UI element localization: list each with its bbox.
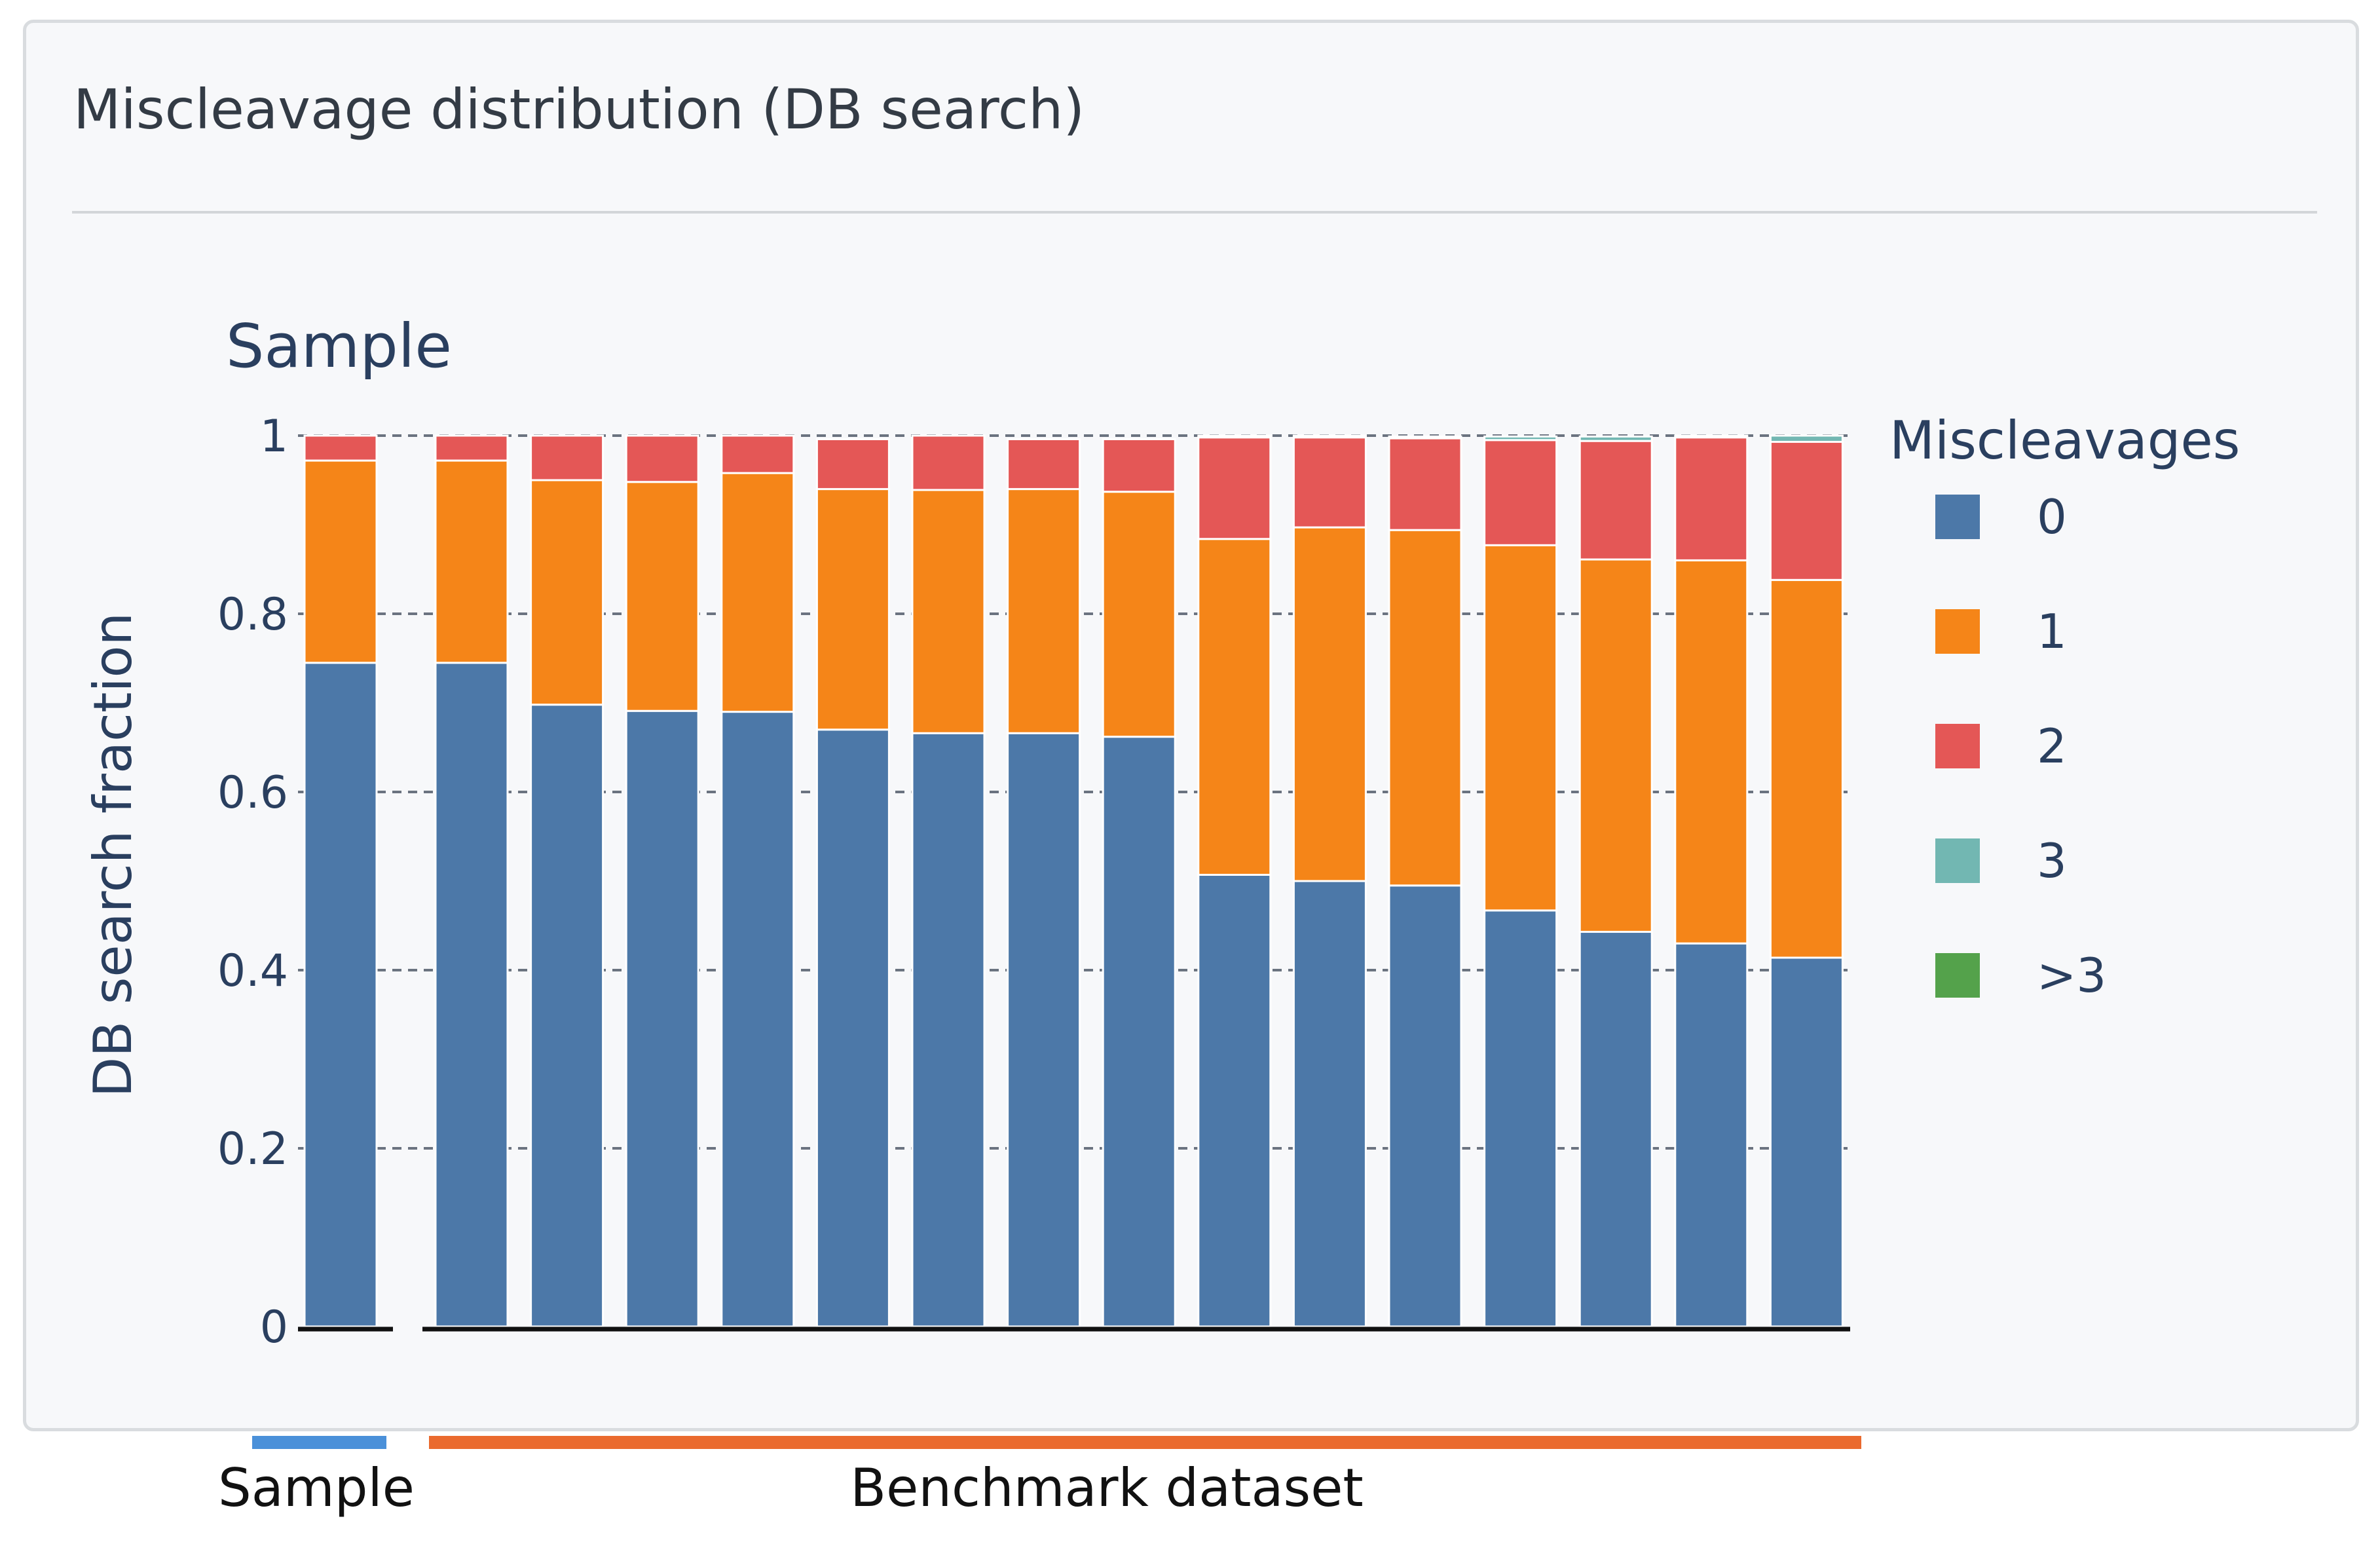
bar-9-series-2[interactable]: [1197, 436, 1272, 540]
bar-0-series-0[interactable]: [303, 662, 378, 1328]
bar-14-series-2[interactable]: [1674, 436, 1749, 561]
legend-title: Miscleavages: [1889, 410, 2240, 471]
bar-8-series-2[interactable]: [1102, 438, 1176, 493]
y-tick-label-4: 0.8: [217, 589, 288, 641]
y-tick-label-3: 0.6: [217, 767, 288, 819]
group-bar-1: [429, 1436, 1861, 1449]
bar-8-series-1[interactable]: [1102, 491, 1176, 738]
panel-divider: [72, 211, 2317, 214]
legend-label-2[interactable]: 2: [2037, 719, 2067, 774]
legend-swatch-0[interactable]: [1935, 495, 1980, 539]
y-axis-label: DB search fraction: [83, 612, 143, 1097]
bar-10-series-2[interactable]: [1292, 436, 1367, 529]
legend-swatch-3[interactable]: [1935, 838, 1980, 883]
bar-15-series-1[interactable]: [1769, 578, 1844, 959]
bar-15-series-2[interactable]: [1769, 441, 1844, 581]
bar-9-series-0[interactable]: [1197, 873, 1272, 1328]
bar-10-series-1[interactable]: [1292, 526, 1367, 882]
bar-5-series-0[interactable]: [815, 728, 890, 1328]
bar-5-series-2[interactable]: [815, 438, 890, 491]
group-label-1: Benchmark dataset: [850, 1458, 1364, 1518]
bar-10-series-3[interactable]: [1292, 434, 1367, 439]
bar-stack-area: [303, 434, 1844, 1328]
group-bar-0: [252, 1436, 386, 1449]
legend-swatch-2[interactable]: [1935, 724, 1980, 768]
bar-11-series-0[interactable]: [1388, 884, 1462, 1328]
legend-label-3[interactable]: 3: [2037, 833, 2067, 888]
bar-6-series-0[interactable]: [911, 732, 986, 1328]
bar-7-series-1[interactable]: [1007, 488, 1081, 734]
bar-7-series-0[interactable]: [1007, 732, 1081, 1328]
legend-label-1[interactable]: 1: [2037, 604, 2067, 659]
group-label-0: Sample: [218, 1458, 415, 1518]
bar-7-series-2[interactable]: [1007, 438, 1081, 491]
bar-4-series-0[interactable]: [720, 711, 795, 1328]
bar-13-series-2[interactable]: [1578, 440, 1653, 561]
bar-12-series-3[interactable]: [1483, 435, 1558, 442]
y-tick-label-2: 0.4: [217, 945, 288, 997]
bar-4-series-1[interactable]: [720, 472, 795, 713]
panel-title: Miscleavage distribution (DB search): [73, 77, 1085, 141]
bar-11-series-2[interactable]: [1388, 437, 1462, 531]
bar-3-series-2[interactable]: [625, 434, 699, 483]
bar-15-series-0[interactable]: [1769, 956, 1844, 1328]
bar-15-series-3[interactable]: [1769, 434, 1844, 443]
legend[interactable]: Miscleavages 0 1 2 3 >3: [1889, 410, 2240, 1003]
bar-12-series-1[interactable]: [1483, 544, 1558, 912]
bar-4-series-2[interactable]: [720, 434, 795, 474]
chart-title: Sample: [226, 311, 452, 381]
bar-12-series-0[interactable]: [1483, 909, 1558, 1328]
bar-0-series-1[interactable]: [303, 459, 378, 664]
bar-1-series-0[interactable]: [434, 662, 509, 1328]
bar-9-series-3[interactable]: [1197, 434, 1272, 439]
bar-14-series-0[interactable]: [1674, 942, 1749, 1328]
bar-14-series-1[interactable]: [1674, 559, 1749, 945]
bar-12-series-2[interactable]: [1483, 439, 1558, 546]
bar-11-series-1[interactable]: [1388, 529, 1462, 887]
bar-2-series-0[interactable]: [530, 704, 604, 1328]
legend-label-0[interactable]: 0: [2037, 489, 2067, 544]
bar-1-series-1[interactable]: [434, 459, 509, 664]
y-tick-label-0: 0: [260, 1302, 288, 1353]
bar-10-series-0[interactable]: [1292, 880, 1367, 1328]
bar-6-series-2[interactable]: [911, 434, 986, 491]
bar-3-series-1[interactable]: [625, 481, 699, 712]
bar-8-series-0[interactable]: [1102, 736, 1176, 1328]
bar-14-series-3[interactable]: [1674, 434, 1749, 439]
y-tick-label-1: 0.2: [217, 1123, 288, 1175]
bar-3-series-0[interactable]: [625, 709, 699, 1328]
bar-13-series-3[interactable]: [1578, 435, 1653, 442]
legend-swatch-4[interactable]: [1935, 953, 1980, 998]
bar-2-series-1[interactable]: [530, 479, 604, 706]
legend-swatch-1[interactable]: [1935, 609, 1980, 654]
bar-9-series-1[interactable]: [1197, 538, 1272, 876]
bar-13-series-0[interactable]: [1578, 931, 1653, 1328]
y-tick-label-5: 1: [260, 411, 288, 462]
bar-6-series-1[interactable]: [911, 489, 986, 734]
bar-2-series-2[interactable]: [530, 434, 604, 481]
bar-11-series-3[interactable]: [1388, 435, 1462, 440]
y-tick-labels: 0 0.2 0.4 0.6 0.8 1: [217, 411, 288, 1353]
bar-5-series-1[interactable]: [815, 488, 890, 731]
bar-13-series-1[interactable]: [1578, 558, 1653, 933]
bar-0-series-2[interactable]: [303, 434, 378, 462]
legend-label-4[interactable]: >3: [2037, 948, 2106, 1003]
bar-1-series-2[interactable]: [434, 434, 509, 462]
